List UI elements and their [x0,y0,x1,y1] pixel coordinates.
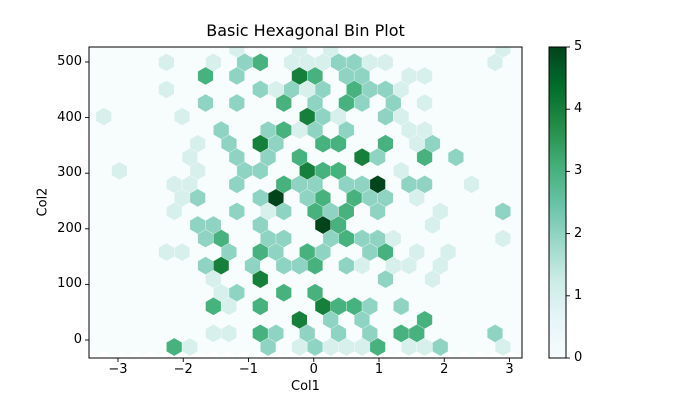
hex-bin [518,326,522,341]
y-tick-label: 100 [57,276,82,292]
colorbar-tick-label: 5 [574,39,583,54]
y-tick-label: 0 [73,332,82,347]
colorbar-gradient [549,47,566,358]
x-tick-label: −1 [238,362,259,377]
x-tick-label: 0 [309,362,318,377]
hex-bin [518,299,522,314]
colorbar-tick-label: 4 [574,101,583,117]
hex-bin [518,272,522,287]
hex-bin [510,337,522,357]
y-tick-label: 500 [57,54,82,69]
colorbar-outline [548,46,567,359]
x-axis-label: Col1 [291,379,320,394]
chart-title: Basic Hexagonal Bin Plot [206,21,405,40]
hex-bin [518,164,522,178]
hex-bin [518,136,522,151]
y-axis-label: Col2 [35,187,51,217]
axes-frame [88,46,523,359]
y-tick-label: 200 [57,220,82,236]
x-tick-label: 1 [374,362,384,377]
colorbar-tick-label: 2 [574,225,583,241]
hex-bin [518,55,522,70]
x-tick-label: −2 [173,362,193,377]
x-tick-label: −3 [108,362,128,377]
x-tick-label: 2 [440,362,449,377]
hex-bin [518,109,522,124]
hex-bin [518,245,522,259]
hexbin-cells [89,47,522,357]
colorbar-tick-label: 3 [574,163,583,179]
hex-bin [518,191,522,205]
y-tick-label: 300 [57,165,82,181]
hex-bin [518,82,522,97]
colorbar-tick-label: 1 [574,287,583,303]
y-tick-label: 400 [57,109,82,125]
x-tick-label: 3 [505,362,514,377]
hex-bin [518,218,522,232]
colorbar-tick-label: 0 [574,350,583,365]
